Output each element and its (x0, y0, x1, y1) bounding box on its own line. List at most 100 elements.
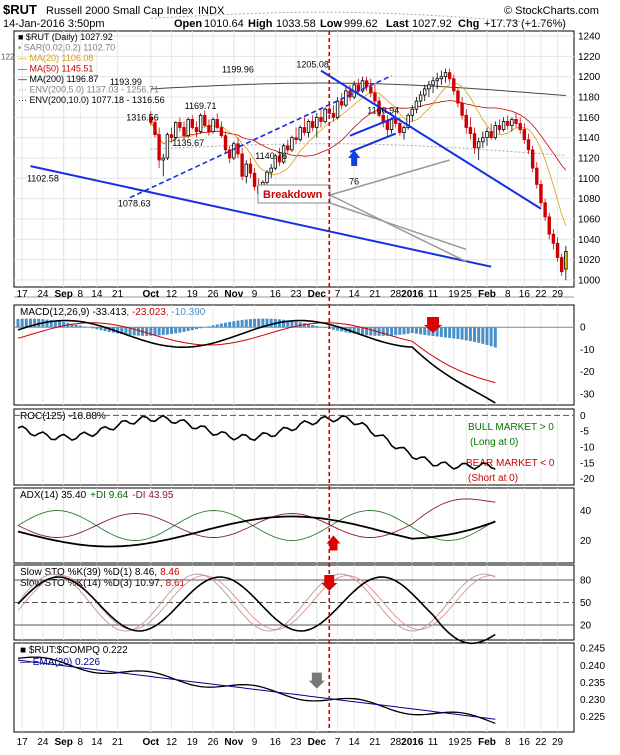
date-label: 14-Jan-2016 3:50pm (3, 18, 105, 30)
candle-body (299, 128, 302, 140)
candle-body (390, 119, 393, 129)
macd-histogram-bar (224, 323, 227, 328)
macd-histogram-bar (440, 327, 443, 337)
candle-body (195, 128, 198, 132)
legend-entry: — MA(50) 1145.51 (18, 64, 93, 74)
price-tick-label: 1140 (578, 133, 600, 144)
candle-body (154, 122, 157, 134)
macd-histogram-bar (332, 327, 335, 330)
x-tick-label: 26 (208, 289, 220, 300)
macd-histogram-bar (461, 327, 464, 339)
macd-histogram-bar (490, 327, 493, 346)
candle-body (374, 93, 377, 101)
candle-body (448, 73, 451, 79)
price-point-label: 1102.58 (27, 173, 59, 183)
macd-histogram-bar (162, 327, 165, 335)
candle-body (295, 138, 298, 140)
open-label: Open (174, 18, 202, 30)
candle-body (357, 85, 360, 91)
macd-histogram-bar (324, 327, 327, 328)
candle-body (253, 173, 256, 186)
candle-body (477, 142, 480, 148)
price-point-label: 1193.99 (110, 77, 142, 87)
y-tick-label: -5 (580, 427, 589, 438)
y-tick-label: 0.245 (580, 644, 605, 655)
macd-histogram-bar (174, 327, 177, 333)
candle-body (399, 123, 402, 132)
price-tick-label: 1220 (578, 52, 601, 63)
candle-body (307, 121, 310, 132)
x-tick-label: 14 (349, 737, 361, 748)
macd-histogram-bar (241, 320, 244, 327)
sto39-d-value: 8.46 (160, 567, 180, 578)
y-tick-label: 0.235 (580, 678, 605, 689)
svg-text:MACD(12,26,9)-33.413, -23.023,: MACD(12,26,9)-33.413, -23.023, -10.390 (20, 307, 206, 318)
candle-body (461, 103, 464, 115)
macd-histogram-bar (195, 327, 198, 329)
candle-body (403, 128, 406, 133)
macd-histogram-bar (270, 319, 273, 327)
candle-body (179, 122, 182, 127)
x-tick-label: 28 (390, 289, 402, 300)
price-tick-label-left: 122 (1, 52, 15, 61)
candle-body (158, 135, 161, 160)
x-tick-label: 8 (77, 289, 83, 300)
macd-histogram-bar (216, 324, 219, 327)
candle-body (291, 138, 294, 150)
blue-up-arrow (348, 150, 360, 166)
macd-histogram-bar (253, 319, 256, 327)
plus-di-label: +DI 9.64 (90, 490, 129, 501)
candle-body (494, 125, 497, 137)
x-tick-label: 12 (166, 289, 178, 300)
y-tick-label: -20 (580, 474, 595, 485)
candle-body (220, 128, 223, 136)
candle-body (515, 119, 518, 123)
y-tick-label: -10 (580, 345, 595, 356)
bull-market-label: BULL MARKET > 0 (468, 422, 554, 433)
candle-body (320, 117, 323, 121)
macd-histogram-bar (199, 327, 202, 328)
price-point-label: 1135.67 (172, 138, 204, 148)
x-tick-label: Sep (54, 289, 72, 300)
short-at-zero-label: (Short at 0) (468, 473, 518, 484)
candle-body (208, 125, 211, 131)
macd-histogram-bar (494, 327, 497, 347)
x-tick-label: 11 (428, 289, 439, 300)
macd-histogram-bar (232, 321, 235, 327)
candle-body (469, 128, 472, 134)
x-tick-label: 28 (390, 737, 402, 748)
macd-histogram-bar (228, 322, 231, 327)
macd-histogram-bar (158, 327, 161, 335)
macd-histogram-bar (415, 327, 418, 333)
price-tick-label: 1080 (578, 194, 601, 205)
x-tick-label: 24 (37, 289, 49, 300)
candle-body (552, 234, 555, 243)
macd-histogram-bar (100, 327, 103, 330)
x-tick-label: 23 (291, 289, 303, 300)
x-tick-label: 16 (270, 289, 282, 300)
macd-histogram-bar (46, 320, 49, 328)
candle-body (224, 136, 227, 150)
last-label: Last (386, 18, 409, 30)
ema-title: — EMA(20) 0.226 (20, 657, 100, 668)
x-tick-label: 19 (448, 289, 460, 300)
x-tick-label: 11 (428, 737, 439, 748)
symbol-label: $RUT (3, 2, 37, 17)
roc-title: ROC(125) (20, 411, 66, 422)
macd-histogram-bar (390, 327, 393, 335)
candle-body (174, 122, 177, 137)
macd-histogram-bar (411, 327, 414, 333)
macd-histogram-bar (465, 327, 468, 340)
macd-histogram-bar (249, 319, 252, 327)
candle-body (540, 184, 543, 202)
candle-body (212, 119, 215, 131)
x-tick-label: 14 (91, 289, 103, 300)
candle-body (506, 121, 509, 125)
candle-body (386, 121, 389, 129)
x-tick-label: 9 (252, 737, 258, 748)
x-tick-label: 25 (461, 737, 473, 748)
x-tick-label: Nov (224, 737, 243, 748)
roc-panel: ROC(125)-18.88% BULL MARKET > 0 (Long at… (14, 411, 574, 484)
candle-body (411, 109, 414, 115)
candle-body (415, 101, 418, 109)
